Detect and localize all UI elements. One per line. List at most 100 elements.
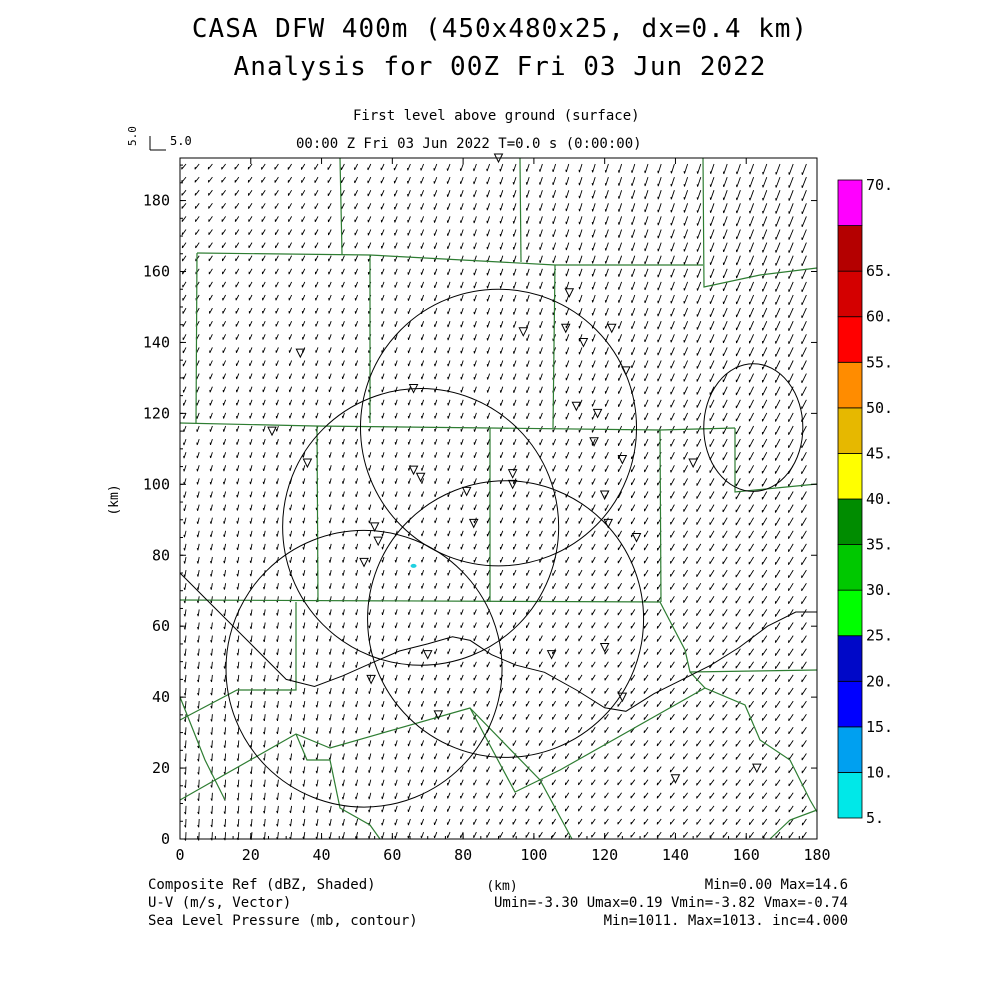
county-line-6 xyxy=(519,157,522,263)
station-marker xyxy=(578,337,589,348)
colorbar-label: 70. xyxy=(866,176,893,194)
county-line-17 xyxy=(469,707,573,840)
county-line-11 xyxy=(316,425,319,603)
station-marker xyxy=(373,536,383,547)
y-axis-label: (km) xyxy=(107,484,122,515)
county-line-8 xyxy=(734,428,818,493)
station-marker xyxy=(507,479,518,490)
station-marker xyxy=(422,650,433,660)
station-marker xyxy=(415,472,426,483)
station-marker xyxy=(617,454,628,465)
y-tick-label: 80 xyxy=(152,546,170,564)
x-tick-label: 60 xyxy=(383,846,401,864)
axis-ticks: 0 20 40 60 80 100 120 140 160 180 0 20 40 60 80 100 120 1… xyxy=(143,158,831,864)
level-label: First level above ground (surface) xyxy=(353,108,640,124)
y-tick-label: 20 xyxy=(152,759,170,777)
x-tick-label: 120 xyxy=(591,846,618,864)
y-tick-label: 0 xyxy=(161,830,170,848)
x-tick-label: 160 xyxy=(733,846,760,864)
station-marker xyxy=(631,533,642,543)
x-tick-label: 100 xyxy=(520,846,547,864)
colorbar-label: 25. xyxy=(866,627,893,645)
x-tick-label: 180 xyxy=(803,846,830,864)
colorbar-swatch-5 xyxy=(837,544,863,591)
y-tick-label: 40 xyxy=(152,688,170,706)
colorbar-swatch-2 xyxy=(837,680,863,728)
county-boundaries xyxy=(179,157,818,840)
station-marker xyxy=(564,288,575,298)
colorbar-swatch-13 xyxy=(837,179,863,226)
county-line-19 xyxy=(769,809,818,840)
reference-vector-label: 5.0 xyxy=(170,134,192,148)
colorbar-swatch-12 xyxy=(837,225,863,272)
station-marker xyxy=(752,763,762,774)
x-tick-label: 20 xyxy=(242,846,260,864)
station-marker xyxy=(369,522,380,532)
x-tick-label: 0 xyxy=(175,846,184,864)
x-tick-label: 80 xyxy=(454,846,472,864)
station-marker xyxy=(688,458,698,469)
colorbar-label: 50. xyxy=(866,399,893,417)
field-vector-label: U-V (m/s, Vector) xyxy=(148,895,292,911)
pressure-contour-loop xyxy=(703,363,804,492)
vector-stats: Umin=-3.30 Umax=0.19 Vmin=-3.82 Vmax=-0.… xyxy=(493,895,848,911)
radar-range-circles xyxy=(225,288,645,808)
colorbar: 5. 10. 15. 20. 25. 30. 35. 40. 45. 50. 55. 60. 65. 70… xyxy=(837,176,893,827)
radar-circle-2 xyxy=(367,480,645,758)
pressure-contour-0 xyxy=(179,572,817,712)
reference-vector xyxy=(149,136,166,151)
reference-vector-arrow xyxy=(149,136,166,151)
y-tick-label: 180 xyxy=(143,192,170,210)
wind-vectors xyxy=(181,163,807,841)
station-marker xyxy=(589,437,599,447)
wind-vector-field xyxy=(181,163,807,841)
colorbar-label: 35. xyxy=(866,536,893,554)
station-marker xyxy=(560,323,571,334)
station-marker xyxy=(461,486,472,497)
county-line-1 xyxy=(196,252,703,266)
y-tick-label: 100 xyxy=(143,475,170,493)
radar-circle-0 xyxy=(359,288,638,567)
colorbar-label: 30. xyxy=(866,581,893,599)
colorbar-label: 40. xyxy=(866,490,893,508)
x-tick-label: 40 xyxy=(313,846,331,864)
colorbar-swatch-0 xyxy=(837,772,863,819)
main-title: CASA DFW 400m (450x480x25, dx=0.4 km) xyxy=(191,14,809,44)
station-marker xyxy=(359,557,369,568)
shaded-stats: Min=0.00 Max=14.6 xyxy=(704,877,848,893)
colorbar-label: 5. xyxy=(866,809,884,827)
station-marker xyxy=(302,458,313,469)
station-marker xyxy=(507,469,518,479)
station-marker xyxy=(617,692,628,703)
colorbar-label: 10. xyxy=(866,763,893,781)
y-tick-label: 60 xyxy=(152,617,170,635)
radar-circle-3 xyxy=(225,529,503,808)
x-tick-label: 140 xyxy=(662,846,689,864)
station-marker xyxy=(433,710,444,720)
field-shaded-label: Composite Ref (dBZ, Shaded) xyxy=(148,877,376,893)
county-line-9 xyxy=(659,429,662,603)
y-tick-label: 160 xyxy=(143,263,170,281)
colorbar-label: 20. xyxy=(866,672,893,690)
analysis-subtitle: Analysis for 00Z Fri 03 Jun 2022 xyxy=(233,52,767,82)
y-tick-label: 140 xyxy=(143,333,170,351)
colorbar-swatch-10 xyxy=(837,316,863,363)
county-line-13 xyxy=(179,602,297,721)
station-marker xyxy=(670,774,681,784)
station-marker xyxy=(599,642,610,653)
station-marker xyxy=(599,490,610,501)
county-line-18 xyxy=(179,696,226,801)
county-line-5 xyxy=(339,157,343,255)
colorbar-label: 60. xyxy=(866,308,893,326)
county-line-2 xyxy=(195,252,198,424)
colorbar-label: 65. xyxy=(866,262,893,280)
station-marker xyxy=(408,465,419,476)
station-marker xyxy=(546,650,557,660)
pressure-contours xyxy=(179,363,817,712)
colorbar-swatch-8 xyxy=(837,407,863,454)
colorbar-swatch-6 xyxy=(837,498,863,545)
station-marker xyxy=(571,401,582,412)
county-line-7 xyxy=(702,157,818,288)
county-line-12 xyxy=(179,599,818,673)
station-marker xyxy=(408,384,419,394)
